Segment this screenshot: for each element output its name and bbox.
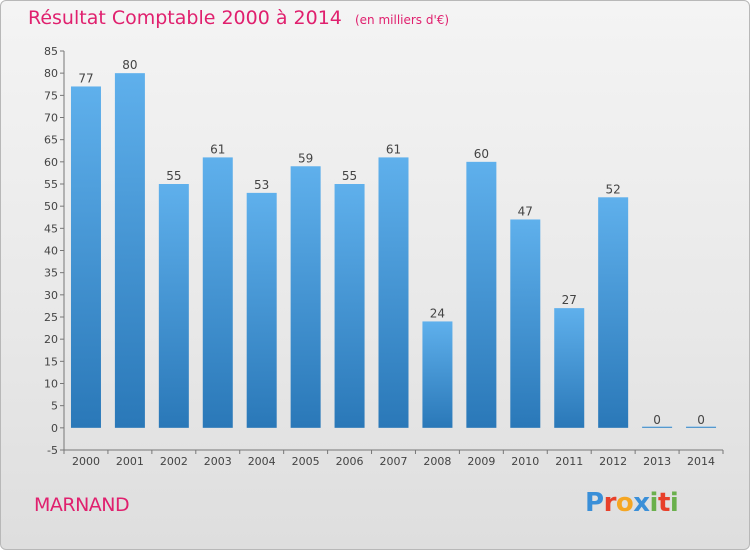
- bar: [422, 321, 453, 428]
- chart-axes: -5 0 5 10 15 20 25 30 35 40 45 50 55 60 65 70 75 80 85 2000…: [44, 45, 724, 468]
- bar: [686, 426, 717, 428]
- bar: [202, 157, 233, 428]
- data-label: 52: [606, 182, 621, 196]
- bar: [70, 86, 101, 428]
- x-tick-label: 2005: [292, 455, 320, 468]
- x-tick-label: 2004: [248, 455, 276, 468]
- logo-letter: t: [657, 488, 670, 518]
- y-tick-label: 20: [44, 333, 58, 346]
- x-tick-label: 2006: [336, 455, 364, 468]
- y-tick-label: 55: [44, 178, 58, 191]
- x-tick-label: 2013: [643, 455, 671, 468]
- bar: [554, 308, 585, 428]
- data-label: 77: [78, 71, 93, 85]
- x-tick-label: 2001: [116, 455, 144, 468]
- y-tick-label: 70: [44, 112, 58, 125]
- bar: [378, 157, 409, 428]
- logo-letter: o: [615, 488, 634, 518]
- x-tick-label: 2009: [467, 455, 495, 468]
- y-tick-label: 25: [44, 311, 58, 324]
- bar: [114, 73, 145, 428]
- chart-title: Résultat Comptable 2000 à 2014: [28, 7, 342, 29]
- y-tick-label: 15: [44, 355, 58, 368]
- y-tick-label: 35: [44, 267, 58, 280]
- bar: [158, 184, 189, 428]
- data-label: 0: [653, 413, 661, 427]
- bar: [642, 426, 673, 428]
- bar: [510, 219, 541, 428]
- data-label: 55: [166, 169, 181, 183]
- y-tick-label: 0: [51, 422, 58, 435]
- chart-bars: [70, 73, 717, 428]
- proxiti-logo: Proxiti: [585, 488, 679, 518]
- x-tick-label: 2010: [511, 455, 539, 468]
- y-tick-label: 50: [44, 200, 58, 213]
- logo-letter: P: [585, 488, 604, 518]
- bar: [466, 161, 497, 428]
- logo-letter: r: [603, 488, 617, 518]
- x-tick-label: 2011: [555, 455, 583, 468]
- logo-letter: i: [669, 488, 679, 518]
- x-tick-label: 2008: [423, 455, 451, 468]
- x-tick-label: 2012: [599, 455, 627, 468]
- data-label: 55: [342, 169, 357, 183]
- logo-letter: x: [633, 488, 650, 518]
- y-tick-label: 65: [44, 134, 58, 147]
- y-tick-label: 75: [44, 89, 58, 102]
- x-tick-label: 2007: [380, 455, 408, 468]
- data-label: 53: [254, 178, 269, 192]
- bar: [246, 192, 277, 428]
- x-tick-label: 2003: [204, 455, 232, 468]
- data-label: 60: [474, 147, 489, 161]
- data-label: 59: [298, 151, 313, 165]
- data-label: 61: [386, 142, 401, 156]
- data-label: 61: [210, 142, 225, 156]
- y-tick-label: 80: [44, 67, 58, 80]
- y-tick-label: 5: [51, 400, 58, 413]
- data-label: 0: [697, 413, 705, 427]
- data-label: 27: [562, 293, 577, 307]
- bar: [290, 166, 321, 428]
- y-tick-label: 85: [44, 45, 58, 58]
- bar: [334, 184, 365, 428]
- y-tick-label: 10: [44, 378, 58, 391]
- data-label: 80: [122, 58, 137, 72]
- y-tick-label: 30: [44, 289, 58, 302]
- chart-subtitle: (en milliers d'€): [354, 13, 450, 27]
- y-tick-label: 60: [44, 156, 58, 169]
- logo-letter: i: [649, 488, 659, 518]
- bar: [598, 197, 629, 428]
- y-tick-label: 40: [44, 245, 58, 258]
- y-tick-label: -5: [47, 444, 58, 457]
- data-label: 24: [430, 306, 445, 320]
- title-row: Résultat Comptable 2000 à 2014 (en milli…: [28, 7, 449, 29]
- x-tick-label: 2014: [687, 455, 715, 468]
- x-tick-label: 2002: [160, 455, 188, 468]
- chart-data-labels: 77 80 55 61 53 59 55 61 24 60 47 27 52 0 0: [78, 58, 705, 427]
- data-label: 47: [518, 204, 533, 218]
- place-name: MARNAND: [34, 494, 130, 516]
- x-tick-label: 2000: [72, 455, 100, 468]
- y-tick-label: 45: [44, 222, 58, 235]
